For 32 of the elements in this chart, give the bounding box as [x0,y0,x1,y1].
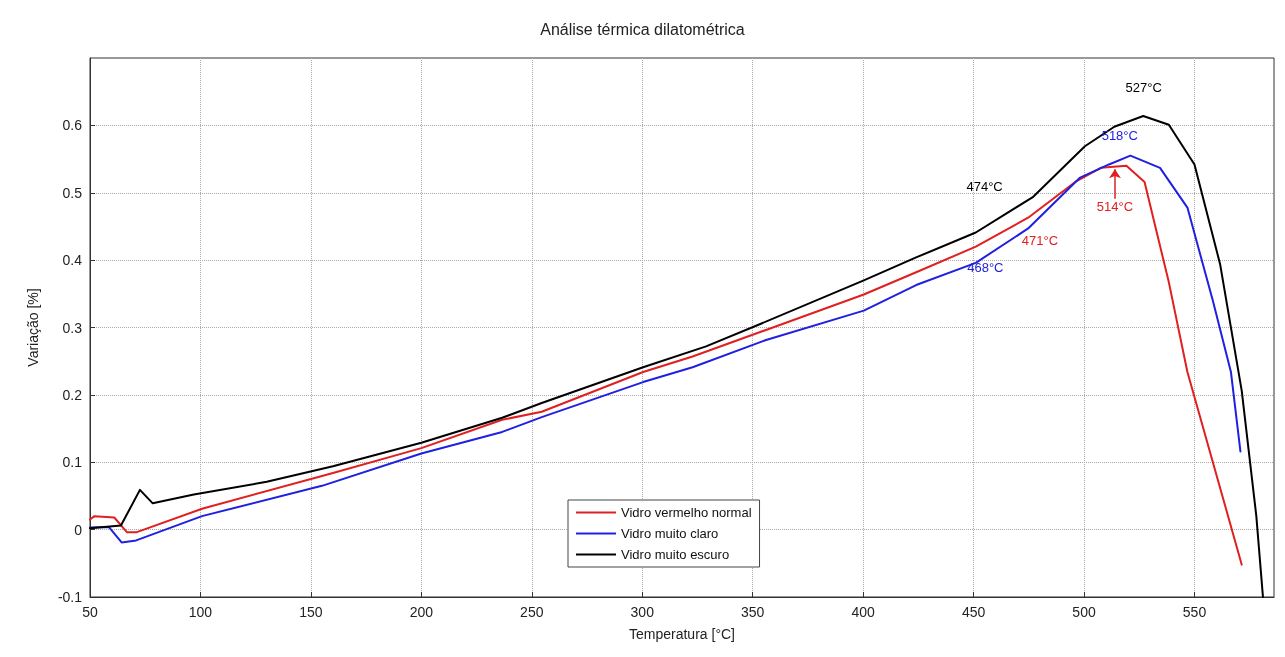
y-tick-label: 0.4 [62,252,83,269]
y-tick-label: 0.2 [62,386,83,403]
y-tick-label: 0 [74,521,83,538]
annotation: 514°C [1096,198,1134,214]
annotation: 471°C [1021,232,1059,248]
legend-label: Vidro muito claro [621,526,719,541]
x-axis-title: Temperatura [°C] [629,626,735,642]
line-series [89,114,1264,598]
y-tick-label: -0.1 [57,589,83,605]
x-tick-label: 500 [1072,604,1096,620]
x-tick-label: 450 [961,604,986,620]
x-tick-label: 50 [82,604,98,620]
annotation: 474°C [966,179,1003,195]
legend-label: Vidro vermelho normal [621,505,752,520]
annotation: 468°C [967,260,1004,276]
x-tick-label: 350 [741,604,765,620]
chart-title: Análise térmica dilatométrica [540,20,745,38]
annotation: 527°C [1125,80,1162,96]
legend-label: Vidro muito escuro [621,547,730,562]
x-tick-label: 250 [520,604,544,620]
x-tick-label: 400 [851,604,876,620]
y-tick-label: 0.5 [62,184,83,201]
x-tick-label: 550 [1182,604,1207,620]
x-tick-label: 150 [299,604,323,620]
annotation: 518°C [1101,127,1138,143]
x-tick-label: 300 [630,604,655,620]
x-tick-label: 200 [409,604,434,620]
y-axis-title: Variação [%] [25,288,41,367]
y-tick-label: 0.6 [62,117,83,134]
x-tick-label: 100 [188,604,213,620]
y-tick-label: 0.3 [62,319,83,336]
y-tick-label: 0.1 [62,454,83,471]
